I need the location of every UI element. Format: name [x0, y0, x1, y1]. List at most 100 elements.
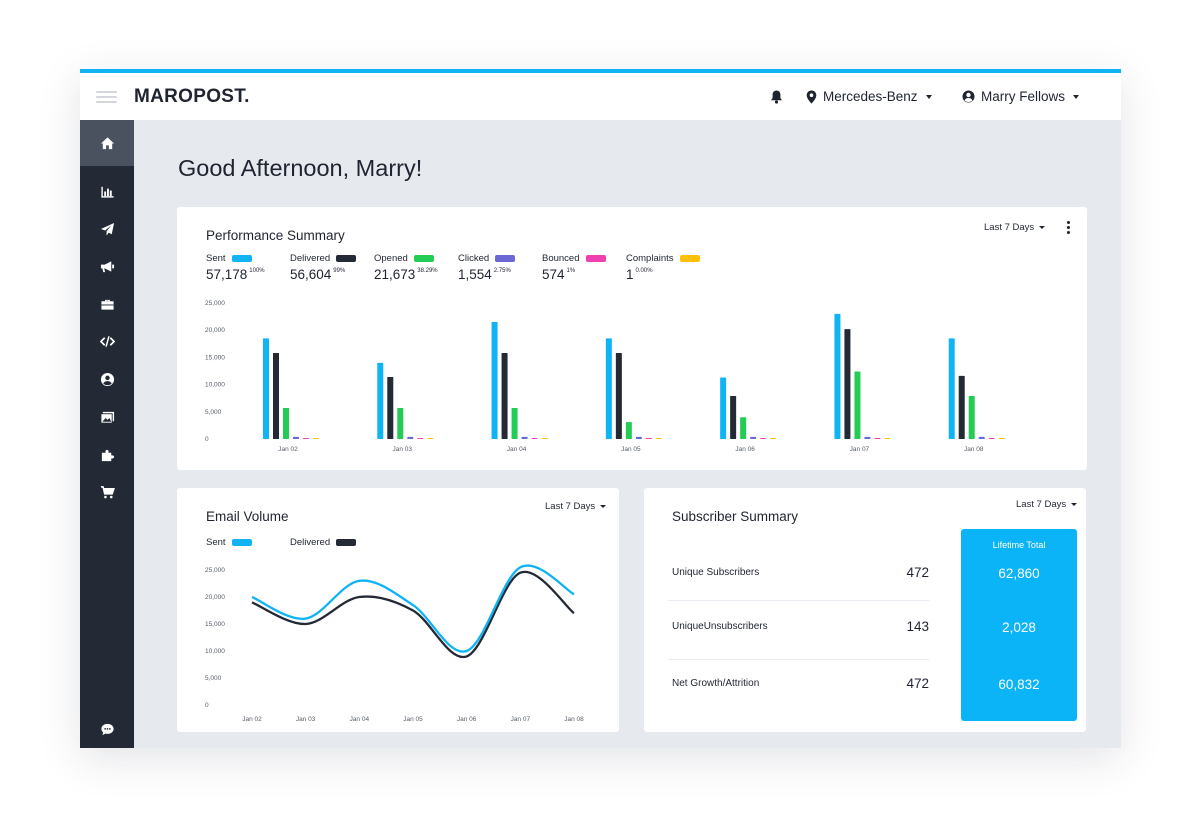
subscriber-summary-title: Subscriber Summary: [672, 509, 799, 524]
legend-delivered: Delivered: [290, 537, 357, 548]
lifetime-value: 2,028: [1002, 620, 1036, 635]
x-tick-label: Jan 06: [457, 716, 477, 723]
bar-sent: [263, 338, 269, 439]
y-tick-label: 20,000: [205, 327, 225, 334]
chevron-down-icon: [1071, 503, 1078, 506]
home-icon: [100, 136, 114, 149]
lifetime-total-title: Lifetime Total: [992, 540, 1046, 550]
bar-bounced: [760, 438, 767, 439]
chevron-down-icon: [600, 505, 607, 508]
more-options-icon[interactable]: [1067, 221, 1071, 236]
user-circle-icon: [100, 372, 114, 386]
y-tick-label: 25,000: [205, 300, 225, 307]
y-tick-label: 10,000: [205, 382, 225, 389]
bar-bounced: [988, 438, 995, 439]
metric-swatch: [585, 255, 606, 262]
metric-delivered: Delivered 56,604 99%: [290, 253, 357, 282]
unique-unsubscribers-row: UniqueUnsubscribers 143: [672, 601, 929, 653]
range-label: Last 7 Days: [984, 222, 1035, 233]
volume-range-select[interactable]: Last 7 Days: [545, 501, 607, 512]
bar-complaints: [541, 438, 548, 439]
net-growth-row: Net Growth/Attrition 472: [672, 658, 929, 710]
bar-clicked: [407, 436, 414, 439]
metric-label: Complaints: [626, 253, 674, 264]
account-selector[interactable]: Mercedes-Benz: [806, 73, 932, 120]
cart-icon: [100, 485, 115, 498]
megaphone-icon: [100, 260, 114, 272]
map-pin-icon: [806, 90, 817, 103]
y-tick-label: 10,000: [205, 648, 225, 655]
sidebar-item-tools[interactable]: [80, 289, 134, 319]
chat-icon: [100, 723, 114, 735]
user-name: Marry Fellows: [981, 89, 1066, 104]
metric-swatch: [679, 255, 700, 262]
bar-clicked: [293, 436, 299, 439]
x-tick-label: Jan 05: [403, 716, 423, 723]
bar-complaints: [313, 438, 319, 439]
x-tick-label: Jan 05: [621, 446, 641, 453]
sidebar-item-media[interactable]: [80, 402, 134, 432]
bar-clicked: [750, 436, 757, 439]
metric-value: 57,178 100%: [206, 267, 265, 282]
chevron-down-icon: [925, 94, 932, 99]
sidebar-item-integrations[interactable]: [80, 440, 134, 470]
row-value: 472: [906, 676, 929, 691]
images-icon: [99, 411, 114, 424]
metric-label: Sent: [206, 253, 226, 264]
row-label: Unique Subscribers: [672, 567, 760, 578]
bar-sent: [834, 313, 841, 439]
bar-delivered: [844, 329, 851, 439]
y-tick-label: 5,000: [205, 675, 222, 682]
performance-range-select[interactable]: Last 7 Days: [984, 222, 1046, 233]
bar-sent: [377, 362, 384, 439]
metric-opened: Opened 21,673 38.29%: [374, 253, 438, 282]
bar-opened: [511, 407, 518, 439]
notifications-bell-icon[interactable]: [770, 73, 783, 120]
sidebar-item-home[interactable]: [80, 120, 134, 166]
sidebar-item-contacts[interactable]: [80, 364, 134, 394]
briefcase-icon: [100, 299, 114, 310]
lifetime-total-panel: Lifetime Total 62,860 2,028 60,832: [961, 529, 1077, 721]
sidebar-item-announcements[interactable]: [80, 251, 134, 281]
unique-subscribers-row: Unique Subscribers 472: [672, 547, 929, 599]
metric-percent: 2.75%: [493, 268, 511, 274]
user-avatar-icon: [962, 90, 975, 103]
bar-sent: [948, 338, 955, 439]
bar-sent: [720, 377, 727, 439]
metric-sent: Sent 57,178 100%: [206, 253, 265, 282]
metric-name: Clicked: [458, 253, 516, 264]
legend-label: Delivered: [290, 537, 331, 548]
brand-logo[interactable]: MAROPOST.: [134, 86, 250, 107]
y-tick-label: 20,000: [205, 594, 225, 601]
chevron-down-icon: [1039, 226, 1046, 229]
performance-summary-title: Performance Summary: [206, 228, 345, 243]
x-tick-label: Jan 03: [296, 716, 316, 723]
menu-toggle-icon[interactable]: [96, 91, 117, 103]
sidebar-item-developer[interactable]: [80, 326, 134, 356]
bar-bounced: [874, 438, 881, 439]
chevron-down-icon: [1073, 94, 1080, 99]
metric-label: Delivered: [290, 253, 331, 264]
sidebar-item-commerce[interactable]: [80, 477, 134, 507]
email-volume-card: Email Volume Last 7 Days Sent Delivered …: [177, 488, 619, 732]
performance-bar-chart: 0 5,000 10,000 15,000 20,000 25,000 Jan 02 Jan …: [205, 300, 1005, 453]
metric-value: 21,673 38.29%: [374, 267, 438, 282]
sidebar-item-campaigns[interactable]: [80, 214, 134, 244]
x-tick-label: Jan 08: [564, 716, 584, 723]
metric-swatch: [413, 255, 434, 262]
sidebar-item-chat[interactable]: [80, 714, 134, 744]
y-tick-label: 0: [205, 702, 209, 709]
puzzle-icon: [101, 449, 114, 461]
metric-percent: 100%: [249, 268, 265, 274]
metric-swatch: [231, 255, 252, 262]
email-volume-title: Email Volume: [206, 509, 289, 524]
legend-label: Sent: [206, 537, 226, 548]
x-tick-label: Jan 07: [511, 716, 531, 723]
subscriber-range-select[interactable]: Last 7 Days: [1016, 499, 1078, 510]
sidebar-item-reports[interactable]: [80, 176, 134, 206]
user-menu[interactable]: Marry Fellows: [962, 73, 1080, 120]
y-tick-label: 15,000: [205, 621, 225, 628]
metric-name: Bounced: [542, 253, 606, 264]
bar-delivered: [958, 375, 965, 439]
top-accent-bar: [80, 69, 1121, 73]
